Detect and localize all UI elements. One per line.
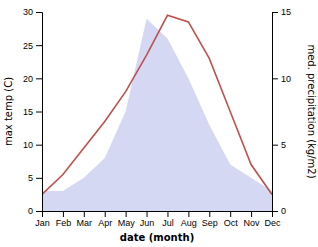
x-tick-label: Aug — [181, 218, 197, 228]
y2-tick-label: 15 — [281, 7, 291, 17]
y2-tick: 10 — [272, 74, 291, 84]
x-tick-label: Oct — [224, 218, 239, 228]
x-axis: Jan Feb Mar Apr May Jun Jul Aug Sep Oct NovDec — [35, 211, 281, 228]
y-axis-title: max temp (C) — [3, 77, 14, 146]
y2-tick-label: 10 — [281, 74, 291, 84]
x-tick: Jul — [162, 211, 174, 228]
x-tick: Feb — [56, 211, 72, 228]
y2-tick: 15 — [272, 7, 291, 17]
y2-tick-label: 5 — [281, 140, 286, 150]
x-tick-label: Sep — [202, 218, 218, 228]
x-tick-label: Apr — [98, 218, 112, 228]
x-tick: Aug — [181, 211, 197, 228]
y-tick-mark — [36, 112, 42, 113]
x-tick-mark — [84, 211, 85, 217]
y2-tick-mark — [272, 78, 278, 79]
x-tick: Oct — [224, 211, 239, 228]
y-tick: 30 — [23, 7, 42, 17]
x-tick: Apr — [98, 211, 112, 228]
y2-tick: 0 — [272, 206, 286, 216]
y2-axis-title: med. precipitation (kg/m2) — [306, 44, 317, 178]
y2-tick-mark — [272, 211, 278, 212]
x-tick-label: Mar — [77, 218, 93, 228]
x-tick-label: Dec — [264, 218, 281, 228]
y-axis-line — [36, 13, 43, 212]
x-tick-mark — [126, 211, 127, 217]
y2-axis-line — [273, 13, 279, 212]
y-tick-mark — [36, 145, 42, 146]
y2-tick: 5 — [272, 140, 286, 150]
y-tick: 20 — [23, 74, 42, 84]
y-tick-label: 15 — [23, 107, 33, 117]
x-tick: Mar — [77, 211, 93, 228]
x-tick-label: Jul — [162, 218, 174, 228]
x-tick: Dec — [264, 211, 281, 228]
x-tick-mark — [188, 211, 189, 217]
x-tick-mark — [147, 211, 148, 217]
x-tick: Nov — [244, 211, 261, 228]
x-tick-label: Nov — [244, 218, 261, 228]
y-tick-label: 30 — [23, 7, 33, 17]
x-tick: Jan — [35, 211, 50, 228]
x-tick-label: Jun — [140, 218, 155, 228]
y-tick-label: 20 — [23, 74, 33, 84]
x-tick: Jun — [140, 211, 155, 228]
y-tick: 10 — [23, 140, 42, 150]
y-tick-label: 10 — [23, 140, 33, 150]
y-tick-label: 0 — [28, 206, 33, 216]
y-tick-mark — [36, 178, 42, 179]
x-tick: May — [118, 211, 136, 228]
y2-axis: 0 5 10 15 — [272, 7, 291, 216]
y-tick-mark — [36, 12, 42, 13]
x-tick-mark — [251, 211, 252, 217]
y-tick-label: 5 — [28, 173, 33, 183]
y-tick-mark — [36, 45, 42, 46]
y-tick: 15 — [23, 107, 42, 117]
y2-tick-mark — [272, 145, 278, 146]
y-tick-mark — [36, 211, 42, 212]
y-axis: 0 5 10 15 20 25 30 — [23, 7, 43, 216]
y-tick: 25 — [23, 41, 42, 51]
x-axis-title: date (month) — [120, 232, 194, 243]
x-tick-label: Feb — [56, 218, 72, 228]
chart: JanFebMarAprMayJunJulAugSepOctNovDec0510… — [0, 0, 318, 247]
x-tick-mark — [63, 211, 64, 217]
temperature-line — [42, 15, 272, 194]
x-tick-label: May — [118, 218, 136, 228]
y2-tick-label: 0 — [281, 206, 286, 216]
x-tick-mark — [105, 211, 106, 217]
x-tick-mark — [209, 211, 210, 217]
x-tick-mark — [230, 211, 231, 217]
x-tick: Sep — [202, 211, 218, 228]
marks — [42, 15, 272, 211]
y-tick-label: 25 — [23, 41, 33, 51]
plot: JanFebMarAprMayJunJulAugSepOctNovDec0510… — [23, 7, 291, 228]
y-tick: 5 — [28, 173, 42, 183]
y-tick: 0 — [28, 206, 42, 216]
x-tick-mark — [167, 211, 168, 217]
y-tick-mark — [36, 78, 42, 79]
y2-tick-mark — [272, 12, 278, 13]
x-axis-line — [43, 212, 273, 218]
x-tick-label: Jan — [35, 218, 50, 228]
precipitation-area — [42, 19, 272, 211]
